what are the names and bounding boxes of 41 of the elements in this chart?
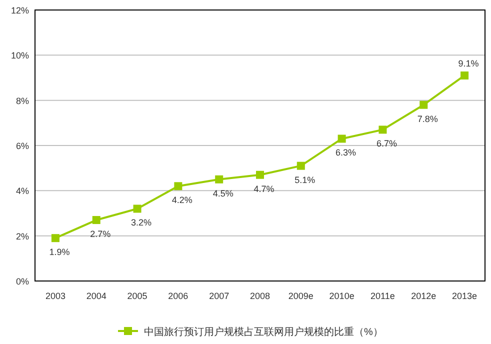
point bbox=[174, 182, 182, 190]
point bbox=[460, 71, 469, 80]
data-label: 9.1% bbox=[458, 58, 479, 68]
legend-label: 中国旅行预订用户规模占互联网用户规模的比重（%） bbox=[144, 326, 383, 338]
y-tick-label: 2% bbox=[16, 231, 29, 242]
data-label: 4.2% bbox=[172, 195, 192, 206]
data-label: 7.8% bbox=[417, 114, 438, 124]
y-tick-label: 10% bbox=[10, 50, 29, 61]
data-label: 3.2% bbox=[131, 218, 152, 228]
y-tick-label: 4% bbox=[16, 186, 29, 196]
y-tick-label: 0% bbox=[16, 276, 29, 286]
x-tick-label: 2006 bbox=[168, 291, 188, 301]
data-label: 1.9% bbox=[49, 247, 70, 258]
y-tick-label: 12% bbox=[10, 6, 29, 16]
data-label: 4.5% bbox=[212, 188, 234, 198]
y-tick-label: 8% bbox=[16, 96, 29, 106]
data-label: 4.7% bbox=[254, 184, 274, 194]
point bbox=[215, 175, 224, 184]
data-label: 5.1% bbox=[294, 174, 316, 185]
point bbox=[51, 234, 60, 242]
point bbox=[92, 216, 100, 224]
point bbox=[338, 134, 346, 143]
point bbox=[378, 126, 387, 134]
point bbox=[256, 170, 264, 179]
x-tick-label: 2005 bbox=[127, 291, 148, 301]
x-tick-label: 2012e bbox=[411, 291, 436, 301]
x-tick-label: 2013e bbox=[452, 291, 478, 301]
data-label: 2.7% bbox=[90, 229, 111, 240]
point bbox=[420, 100, 428, 109]
x-tick-label: 2008 bbox=[250, 291, 270, 301]
data-label: 6.7% bbox=[376, 138, 397, 149]
x-tick-label: 2011e bbox=[370, 291, 395, 301]
x-tick-label: 2009e bbox=[288, 291, 314, 301]
y-tick-label: 6% bbox=[16, 141, 29, 151]
x-tick-label: 2010e bbox=[329, 291, 354, 301]
x-tick-label: 2003 bbox=[45, 291, 66, 301]
point bbox=[133, 204, 142, 213]
x-tick-label: 2004 bbox=[86, 291, 106, 301]
data-label: 6.3% bbox=[336, 148, 356, 158]
x-tick-label: 2007 bbox=[209, 291, 230, 301]
point bbox=[296, 162, 305, 170]
